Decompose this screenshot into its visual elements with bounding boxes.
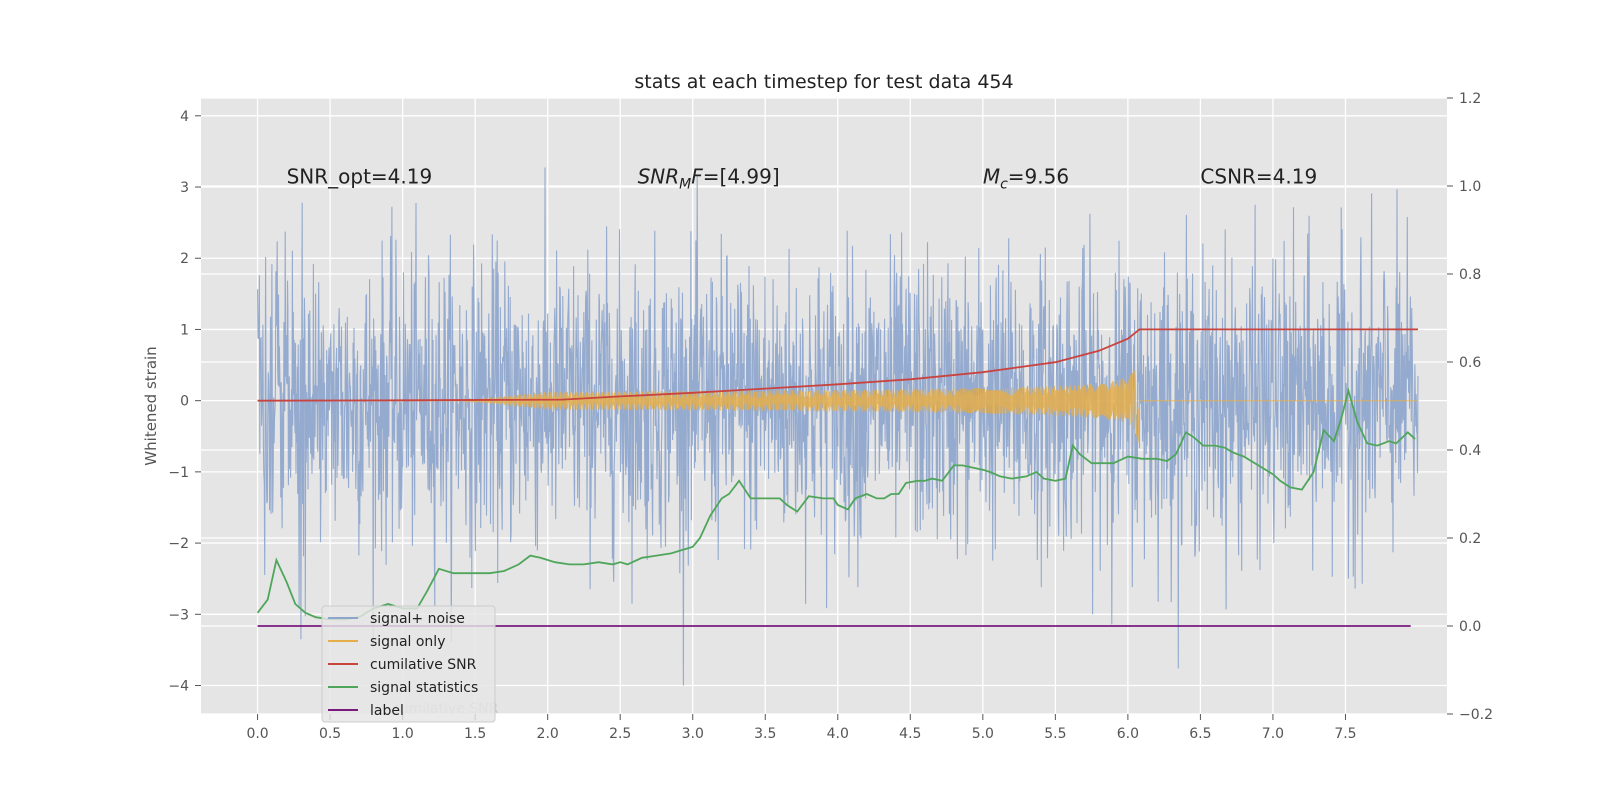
annotations: SNR_opt=4.19 SNRMF=[4.99] Mc=9.56 CSNR=4.19 xyxy=(287,164,1318,192)
series-line-cumilative-snr xyxy=(257,328,1418,402)
y2-tick-label: 1.2 xyxy=(1459,91,1481,107)
y-tick-label: 1 xyxy=(180,322,189,338)
y-tick-label: 0 xyxy=(180,394,189,410)
y-tick-label: 3 xyxy=(180,180,189,196)
x-tick-label: 1.5 xyxy=(464,726,486,742)
x-tick-label: 4.5 xyxy=(899,726,921,742)
y2-tick-label: 0.4 xyxy=(1459,443,1481,459)
x-tick-label: 5.0 xyxy=(972,726,994,742)
chart-title: stats at each timestep for test data 454 xyxy=(634,71,1013,93)
x-tick-label: 6.0 xyxy=(1117,726,1139,742)
y-tick-label: 4 xyxy=(180,109,189,125)
annotation-rest: =9.56 xyxy=(1008,164,1069,188)
y-tick-label: 2 xyxy=(180,251,189,267)
legend-entry: label xyxy=(370,703,404,719)
x-tick-label: 2.0 xyxy=(537,726,559,742)
y-tick-label: −3 xyxy=(168,607,189,623)
x-tick-label: 0.5 xyxy=(319,726,341,742)
y-tick-label: −2 xyxy=(168,536,189,552)
annotation-rest: F=[4.99] xyxy=(691,164,779,188)
axes: 0.0 0.5 1.0 1.5 2.0 2.5 3.0 3.5 4.0 4.5 5.0 5.5 6.0 6… xyxy=(168,91,1493,742)
annotation-main: SNR xyxy=(638,164,680,188)
legend-box xyxy=(321,605,496,723)
y2-tick-label: −0.2 xyxy=(1459,707,1493,723)
legend-entry: signal+ noise xyxy=(370,611,465,627)
series-line-signal-statistics xyxy=(256,387,1416,621)
annotation: SNR_opt=4.19 xyxy=(287,164,433,188)
x-tick-label: 5.5 xyxy=(1044,726,1066,742)
legend-entry: cumilative SNR xyxy=(370,657,477,673)
x-tick-label: 6.5 xyxy=(1189,726,1211,742)
annotation-main: M xyxy=(983,164,1000,188)
y2-tick-label: 0.0 xyxy=(1459,619,1481,635)
legend-entry: signal statistics xyxy=(370,680,478,696)
x-tick-label: 0.0 xyxy=(246,726,268,742)
annotation: CSNR=4.19 xyxy=(1200,164,1317,188)
y2-tick-label: 1.0 xyxy=(1459,179,1481,195)
x-tick-label: 3.0 xyxy=(682,726,704,742)
y2-tick-label: 0.6 xyxy=(1459,355,1481,371)
y2-tick-label: 0.8 xyxy=(1459,267,1481,283)
annotation-rest-italic: F xyxy=(691,164,703,188)
annotation: Mc=9.56 xyxy=(983,164,1069,192)
x-tick-label: 7.5 xyxy=(1334,726,1356,742)
x-tick-label: 3.5 xyxy=(754,726,776,742)
y2-tick-label: 0.2 xyxy=(1459,531,1481,547)
signal-noise-series xyxy=(257,167,1419,686)
annotation: SNRMF=[4.99] xyxy=(638,164,780,192)
x-tick-label: 4.0 xyxy=(827,726,849,742)
annotation-rest-plain: =[4.99] xyxy=(703,164,780,188)
annotation-sub: c xyxy=(1000,176,1008,192)
legend-entry: signal only xyxy=(370,634,445,650)
x-tick-label: 7.0 xyxy=(1262,726,1284,742)
annotation-sub: M xyxy=(679,176,691,192)
series-signal-noise-line xyxy=(257,167,1419,686)
y-tick-label: −4 xyxy=(168,679,189,695)
x-tick-label: 2.5 xyxy=(609,726,631,742)
y-axis-label: Whitened strain xyxy=(142,346,160,465)
y-tick-label: −1 xyxy=(168,465,189,481)
x-tick-label: 1.0 xyxy=(391,726,413,742)
